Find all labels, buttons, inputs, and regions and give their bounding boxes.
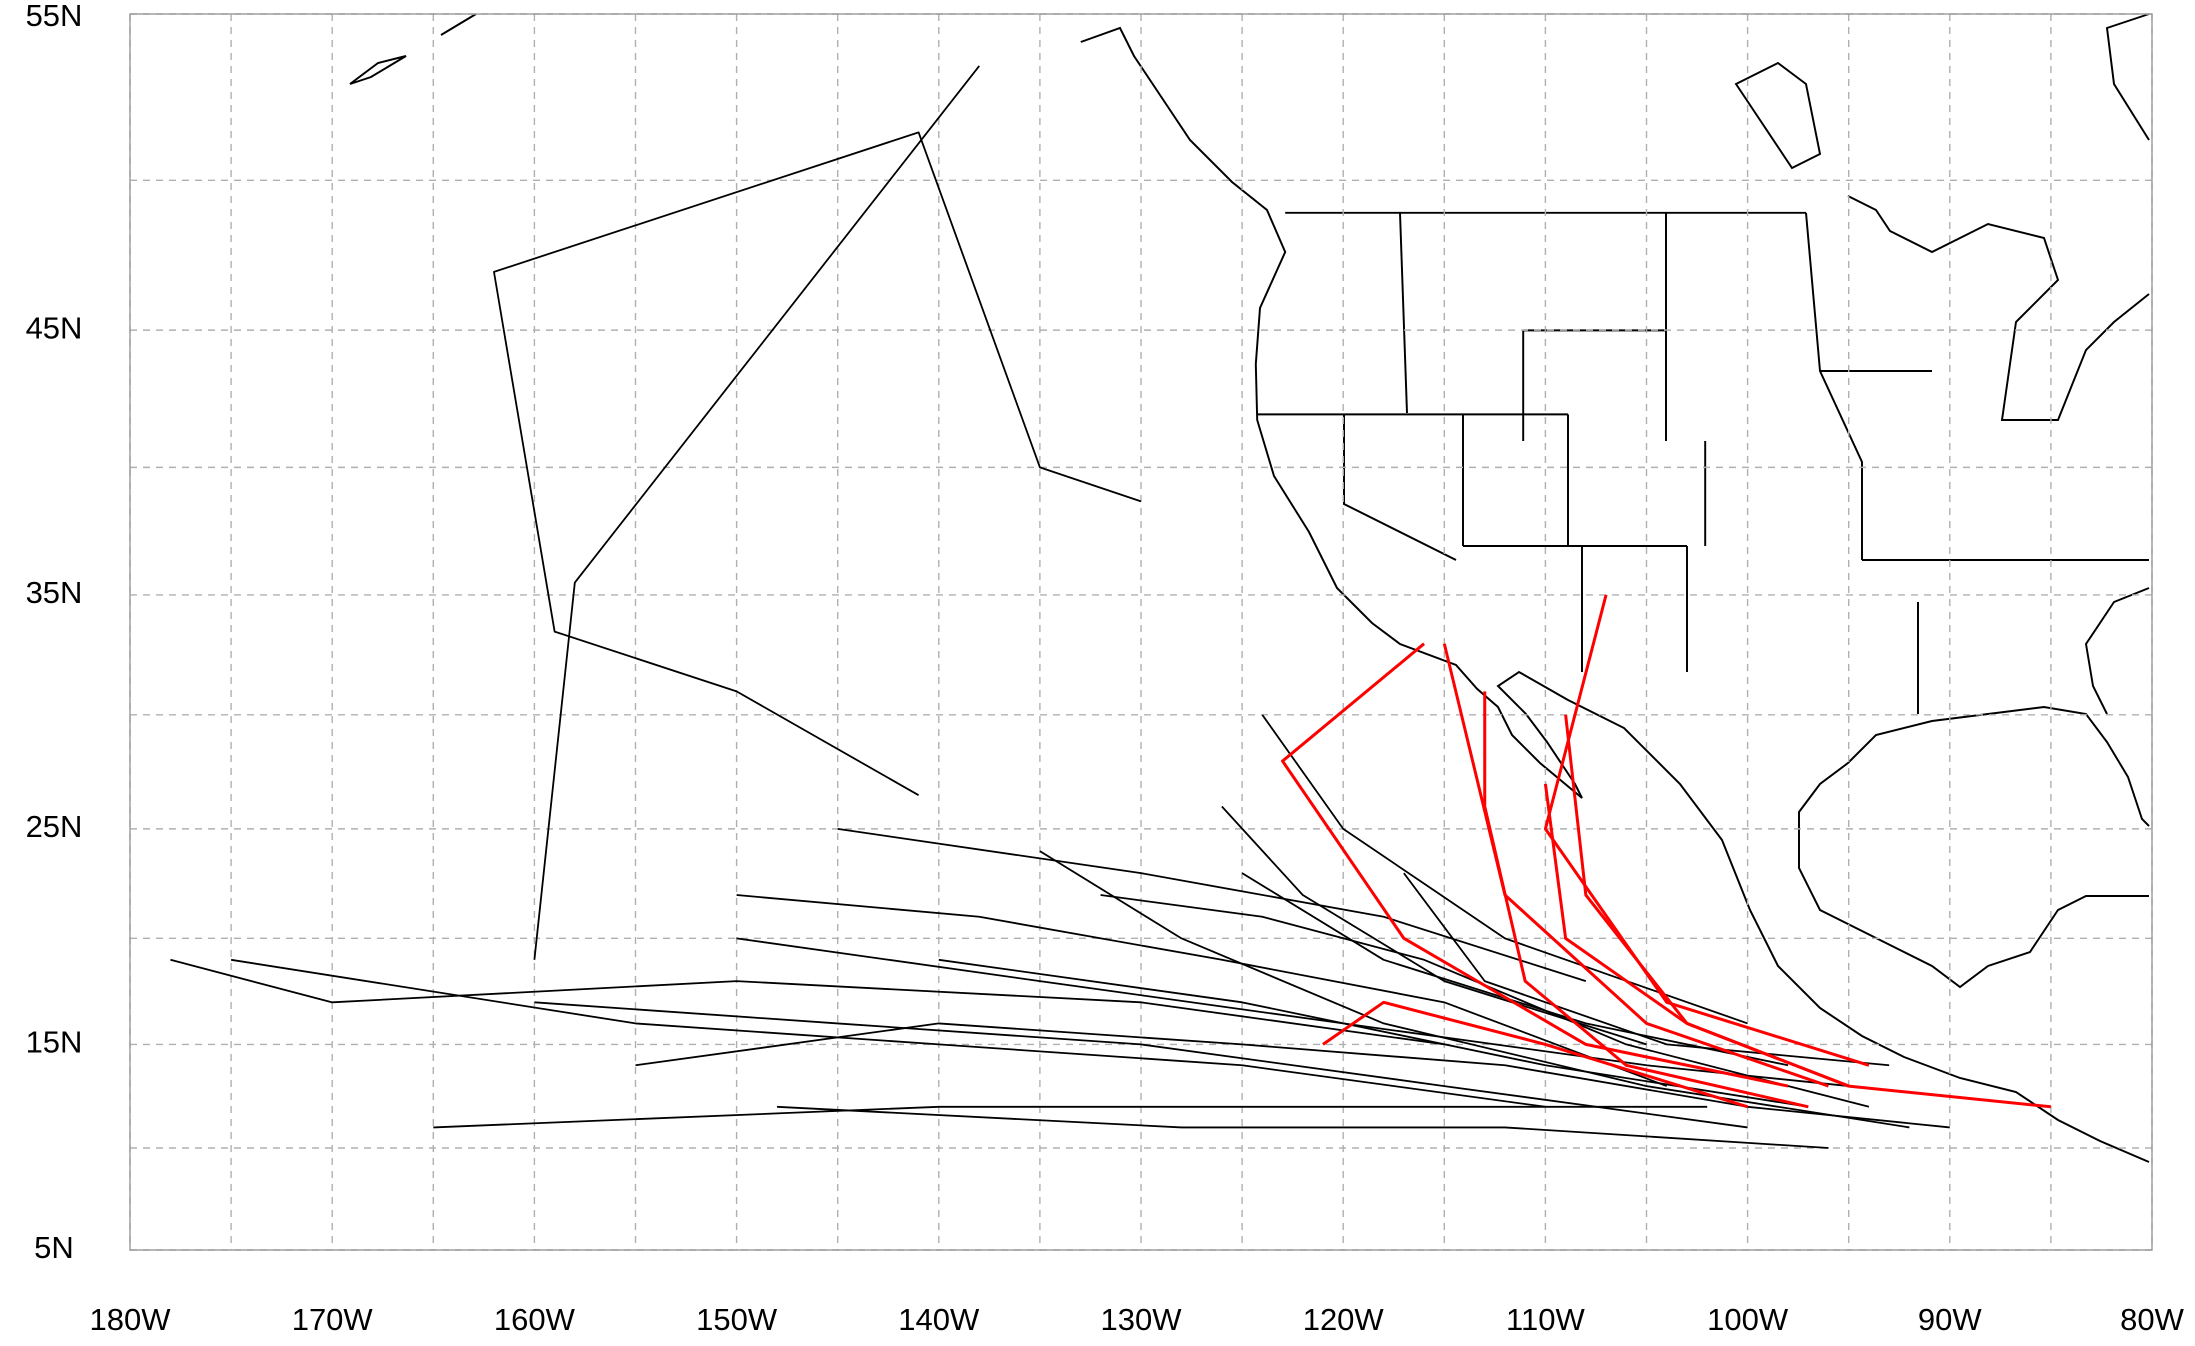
x-tick-label: 90W bbox=[1918, 1302, 1982, 1337]
storm-track bbox=[1039, 850, 1910, 1129]
storm-track bbox=[534, 1001, 1748, 1129]
tracks bbox=[170, 65, 2052, 1149]
storm-track bbox=[1261, 714, 1748, 1025]
storm-track bbox=[635, 1022, 1950, 1129]
storm-track bbox=[1322, 1000, 1749, 1109]
storm-track bbox=[1543, 594, 1870, 1067]
y-tick-label: 45N bbox=[26, 310, 83, 345]
storm-track bbox=[230, 958, 1546, 1108]
storm-track bbox=[493, 131, 1142, 796]
x-tick-label: 100W bbox=[1707, 1302, 1789, 1337]
labels: 180W 170W 160W 150W 140W 130W 120W 110W 100W 90W 8… bbox=[26, 0, 2185, 1337]
storm-track bbox=[1403, 872, 1890, 1067]
frame bbox=[129, 13, 2153, 1251]
storm-track bbox=[1442, 643, 1829, 1088]
y-tick-label: 35N bbox=[26, 575, 83, 610]
x-tick-label: 160W bbox=[494, 1302, 576, 1337]
x-tick-label: 130W bbox=[1101, 1302, 1183, 1337]
x-tick-label: 170W bbox=[292, 1302, 374, 1337]
storm-track bbox=[433, 1105, 1708, 1129]
storm-track bbox=[1100, 894, 1870, 1108]
x-tick-label: 110W bbox=[1506, 1302, 1585, 1337]
x-tick-label: 180W bbox=[90, 1302, 172, 1337]
x-tick-label: 140W bbox=[898, 1302, 980, 1337]
x-tick-label: 150W bbox=[696, 1302, 778, 1337]
storm-track bbox=[1281, 642, 1789, 1088]
y-tick-label: 25N bbox=[26, 809, 83, 844]
grid bbox=[129, 13, 2153, 1251]
storm-track bbox=[170, 958, 1445, 1046]
storm-track bbox=[1241, 872, 1789, 1067]
x-tick-label: 120W bbox=[1303, 1302, 1385, 1337]
y-tick-label: 15N bbox=[26, 1025, 83, 1060]
storm-track bbox=[776, 1105, 1829, 1149]
storm-track bbox=[1221, 805, 1647, 1046]
storm-track bbox=[736, 894, 1668, 1087]
storm-track bbox=[533, 65, 980, 960]
storm-track bbox=[1483, 691, 1809, 1109]
y-tick-label: 5N bbox=[34, 1230, 74, 1265]
coastline bbox=[349, 13, 2150, 1163]
x-tick-label: 80W bbox=[2120, 1302, 2184, 1337]
y-tick-label: 55N bbox=[26, 0, 83, 33]
storm-track bbox=[837, 827, 1587, 982]
storm-track bbox=[1543, 783, 2052, 1109]
